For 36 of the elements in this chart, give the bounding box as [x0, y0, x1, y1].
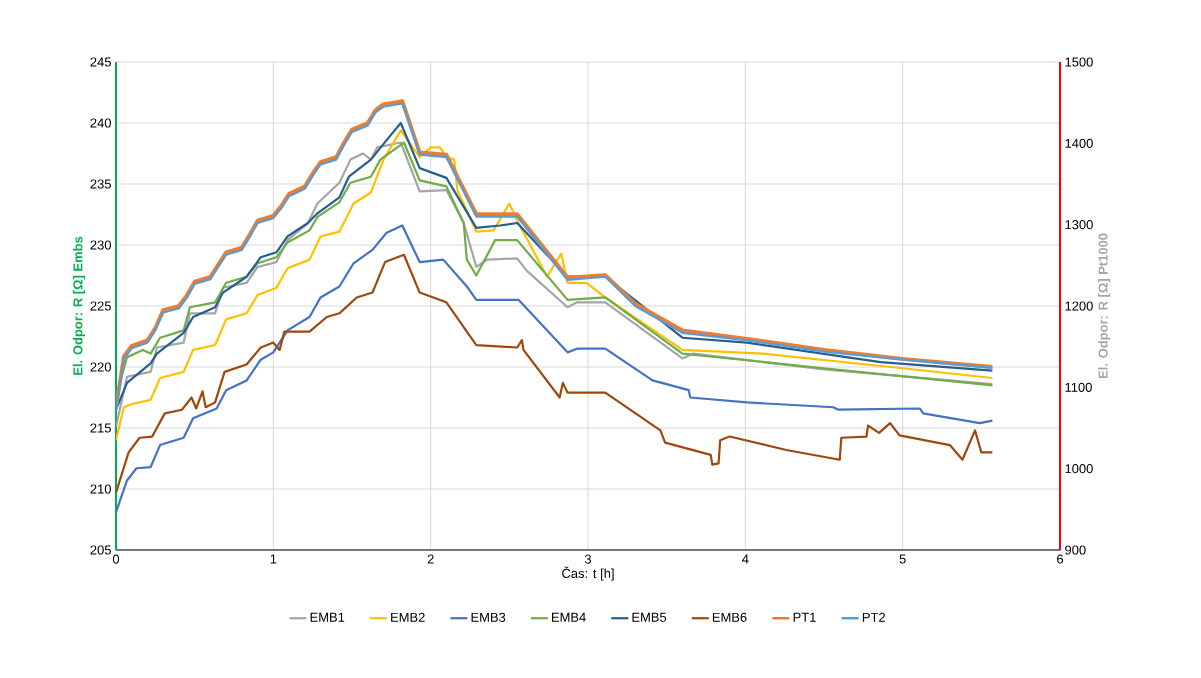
y-tick-label: 220 — [90, 362, 111, 372]
y2-tick-label: 1300 — [1065, 220, 1093, 230]
y-tick-label: 235 — [90, 179, 111, 189]
legend-label: PT1 — [793, 612, 816, 622]
y-tick-label: 230 — [90, 240, 111, 250]
x-axis-title: Čas: t [h] — [562, 566, 614, 581]
y-tick-label: 240 — [90, 118, 111, 128]
legend-label: PT2 — [862, 612, 885, 622]
y2-tick-label: 1400 — [1065, 138, 1093, 148]
x-tick-label: 5 — [899, 554, 906, 564]
legend-label: EMB1 — [310, 612, 345, 622]
line-series — [116, 224, 994, 514]
y2-tick-label: 1000 — [1065, 464, 1093, 474]
x-tick-label: 0 — [112, 554, 120, 564]
x-tick-label: 1 — [270, 554, 277, 564]
legend-label: EMB5 — [632, 612, 667, 622]
line-series — [116, 253, 994, 494]
y2-tick-label: 1500 — [1065, 57, 1093, 67]
legend-label: EMB3 — [471, 612, 506, 622]
x-tick-label: 2 — [427, 554, 434, 564]
y-tick-label: 225 — [90, 301, 111, 311]
y2-tick-label: 1100 — [1065, 382, 1092, 392]
y-tick-label: 210 — [90, 484, 111, 494]
y2-tick-label: 1200 — [1065, 301, 1093, 311]
legend-label: EMB6 — [712, 612, 747, 622]
x-tick-label: 6 — [1057, 554, 1064, 564]
legend-label: EMB4 — [552, 612, 586, 622]
y-tick-label: 205 — [90, 545, 111, 555]
y-axis-title: El. Odpor: R [Ω] Embs — [72, 236, 86, 375]
legend-label: EMB2 — [391, 612, 425, 622]
y2-tick-label: 900 — [1065, 545, 1086, 555]
y-tick-label: 215 — [90, 423, 111, 433]
x-tick-label: 3 — [584, 554, 592, 564]
y-tick-label: 245 — [90, 57, 111, 67]
x-tick-label: 4 — [742, 554, 749, 564]
y2-axis-title: El. Odpor: R [Ω] Pt1000 — [1098, 233, 1111, 379]
